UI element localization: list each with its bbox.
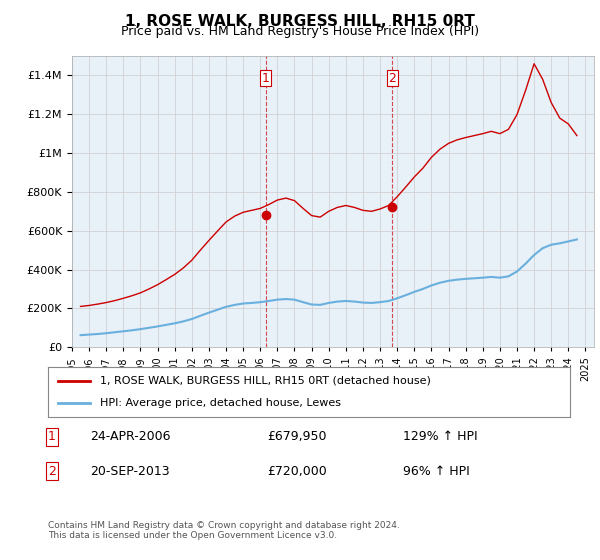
Text: Contains HM Land Registry data © Crown copyright and database right 2024.
This d: Contains HM Land Registry data © Crown c… [48,521,400,540]
Text: 1: 1 [262,72,269,85]
Text: 96% ↑ HPI: 96% ↑ HPI [403,465,470,478]
Text: 1, ROSE WALK, BURGESS HILL, RH15 0RT: 1, ROSE WALK, BURGESS HILL, RH15 0RT [125,14,475,29]
Text: 20-SEP-2013: 20-SEP-2013 [90,465,169,478]
Text: 129% ↑ HPI: 129% ↑ HPI [403,431,478,444]
Text: 1: 1 [48,431,56,444]
Text: 24-APR-2006: 24-APR-2006 [90,431,170,444]
Text: 1, ROSE WALK, BURGESS HILL, RH15 0RT (detached house): 1, ROSE WALK, BURGESS HILL, RH15 0RT (de… [100,376,431,386]
Text: £679,950: £679,950 [267,431,327,444]
Text: £720,000: £720,000 [267,465,327,478]
Text: HPI: Average price, detached house, Lewes: HPI: Average price, detached house, Lewe… [100,398,341,408]
Text: 2: 2 [48,465,56,478]
Text: 2: 2 [388,72,397,85]
Text: Price paid vs. HM Land Registry's House Price Index (HPI): Price paid vs. HM Land Registry's House … [121,25,479,38]
